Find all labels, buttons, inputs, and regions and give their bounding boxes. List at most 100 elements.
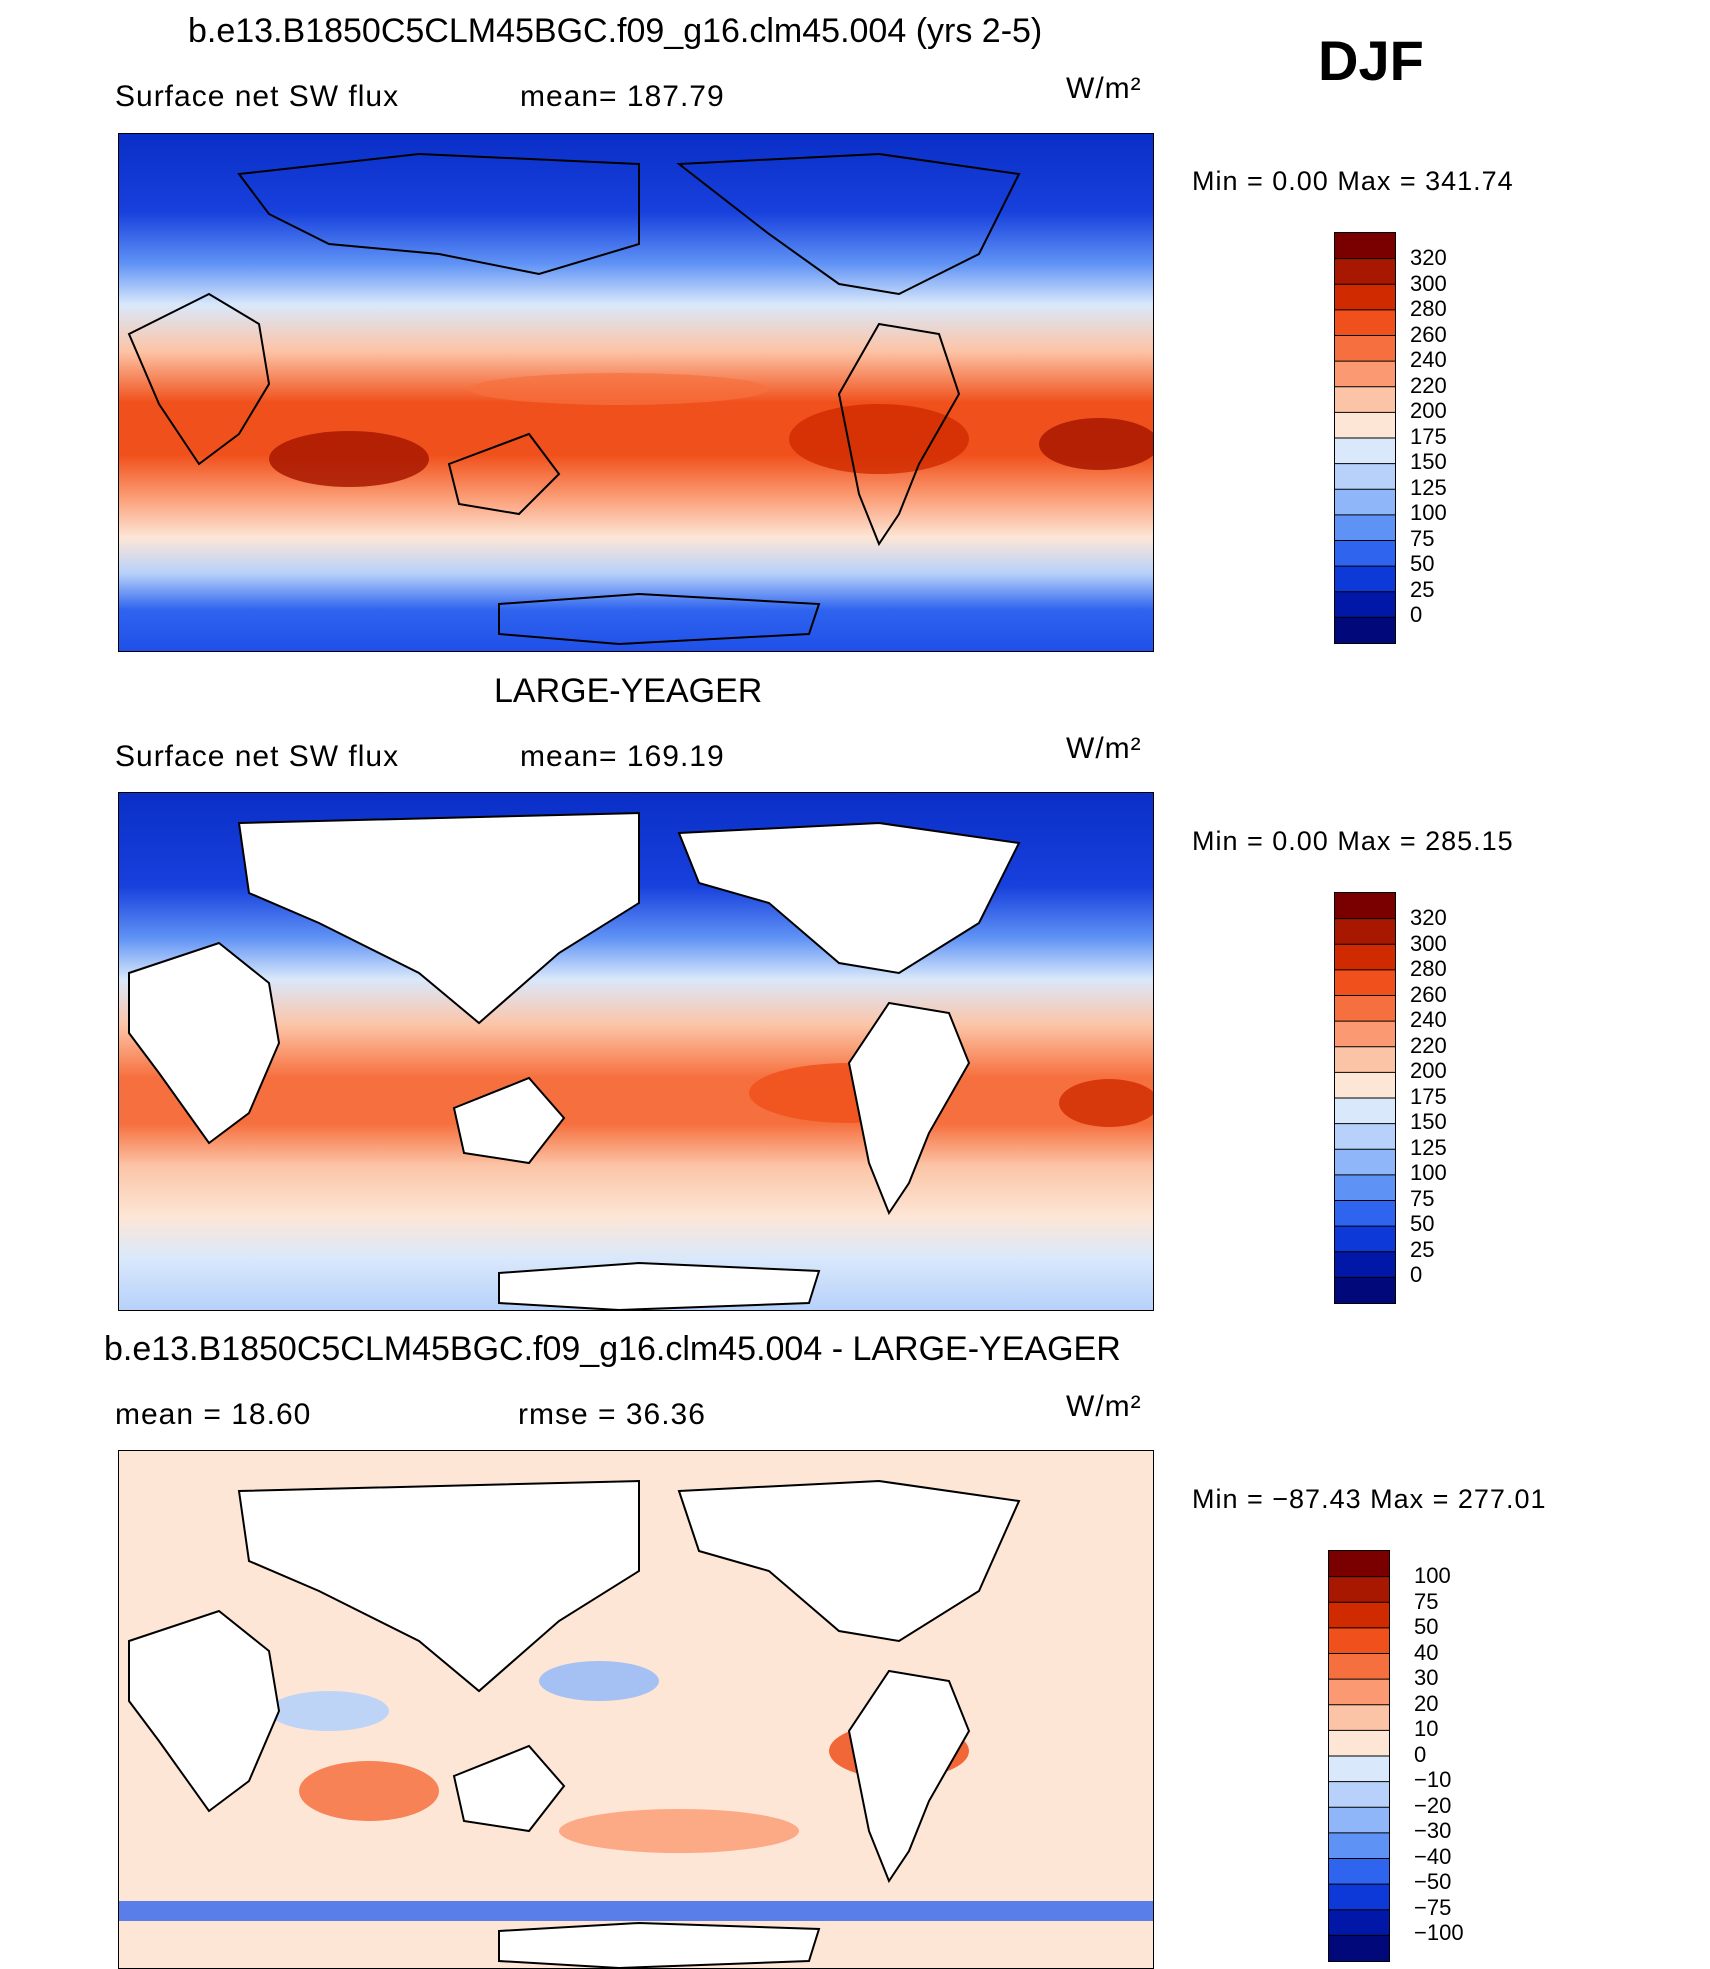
colorbar-swatch bbox=[1335, 258, 1395, 285]
tick: 100 bbox=[1410, 500, 1447, 525]
colorbar-swatch bbox=[1335, 1174, 1395, 1201]
tick: 75 bbox=[1410, 525, 1435, 551]
panel3-minmax: Min = −87.43 Max = 277.01 bbox=[1192, 1484, 1547, 1514]
tick: 220 bbox=[1410, 1032, 1447, 1058]
colorbar-swatch bbox=[1335, 1200, 1395, 1227]
colorbar-swatch bbox=[1335, 386, 1395, 413]
panel1-map bbox=[118, 133, 1154, 652]
panel1-title: b.e13.B1850C5CLM45BGC.f09_g16.clm45.004 … bbox=[188, 12, 1043, 50]
tick: 125 bbox=[1410, 474, 1447, 500]
tick: 20 bbox=[1414, 1690, 1439, 1716]
colorbar-swatch bbox=[1335, 1072, 1395, 1099]
colorbar-swatch bbox=[1329, 1909, 1389, 1936]
tick: 175 bbox=[1410, 1083, 1447, 1109]
colorbar-swatch bbox=[1335, 1277, 1395, 1304]
panel1-mean-label: mean= 187.79 bbox=[520, 80, 725, 113]
season-label: DJF bbox=[1318, 29, 1424, 92]
tick: 125 bbox=[1410, 1134, 1447, 1160]
panel1-units: W/m² bbox=[1066, 72, 1142, 105]
tick: 50 bbox=[1414, 1614, 1439, 1639]
panel2-variable-label: Surface net SW flux bbox=[115, 740, 400, 773]
colorbar-swatch bbox=[1335, 918, 1395, 945]
tick: 280 bbox=[1410, 956, 1447, 981]
colorbar-swatch bbox=[1335, 1251, 1395, 1278]
tick: 200 bbox=[1410, 1058, 1447, 1083]
tick: −100 bbox=[1414, 1920, 1464, 1945]
panel2-title: LARGE-YEAGER bbox=[494, 672, 763, 710]
colorbar-swatch bbox=[1335, 591, 1395, 618]
colorbar-swatch bbox=[1335, 1149, 1395, 1176]
panel2-units: W/m² bbox=[1066, 732, 1142, 765]
tick: −40 bbox=[1414, 1843, 1452, 1869]
colorbar-swatch bbox=[1335, 463, 1395, 490]
tick: 0 bbox=[1410, 602, 1423, 627]
colorbar-swatch bbox=[1329, 1756, 1389, 1783]
tick: 50 bbox=[1410, 1211, 1435, 1236]
colorbar-swatch bbox=[1335, 995, 1395, 1022]
colorbar-swatch bbox=[1335, 309, 1395, 336]
colorbar-swatch bbox=[1329, 1551, 1389, 1578]
panel3-map bbox=[118, 1450, 1154, 1969]
tick: 25 bbox=[1410, 576, 1435, 602]
tick: 40 bbox=[1414, 1639, 1439, 1665]
colorbar-swatch bbox=[1335, 412, 1395, 439]
colorbar-swatch bbox=[1335, 969, 1395, 996]
colorbar-swatch bbox=[1335, 566, 1395, 593]
tick: −20 bbox=[1414, 1792, 1452, 1818]
panel2-map bbox=[118, 792, 1154, 1311]
colorbar-swatch bbox=[1335, 617, 1395, 644]
tick: 100 bbox=[1410, 1160, 1447, 1185]
colorbar-swatch bbox=[1335, 944, 1395, 971]
colorbar-swatch bbox=[1335, 1123, 1395, 1150]
tick: 75 bbox=[1410, 1185, 1435, 1211]
tick: 260 bbox=[1410, 321, 1447, 347]
panel2-minmax: Min = 0.00 Max = 285.15 bbox=[1192, 826, 1514, 856]
panel3-mean-label: mean = 18.60 bbox=[115, 1398, 312, 1431]
colorbar-swatch bbox=[1335, 284, 1395, 311]
tick: 175 bbox=[1410, 423, 1447, 449]
colorbar-swatch bbox=[1329, 1602, 1389, 1629]
tick: −50 bbox=[1414, 1869, 1452, 1894]
tick: 260 bbox=[1410, 981, 1447, 1007]
panel2-mean-label: mean= 169.19 bbox=[520, 740, 725, 773]
colorbar-swatch bbox=[1335, 361, 1395, 388]
colorbar-swatch bbox=[1335, 1046, 1395, 1073]
tick: 10 bbox=[1414, 1716, 1439, 1741]
colorbar-swatch bbox=[1329, 1704, 1389, 1731]
tick: 0 bbox=[1410, 1262, 1423, 1287]
colorbar-swatch bbox=[1329, 1679, 1389, 1706]
tick: −30 bbox=[1414, 1818, 1452, 1843]
colorbar-swatch bbox=[1335, 233, 1395, 260]
colorbar-swatch bbox=[1329, 1653, 1389, 1680]
tick: 150 bbox=[1410, 1109, 1447, 1134]
colorbar-swatch bbox=[1335, 1021, 1395, 1048]
tick: 150 bbox=[1410, 449, 1447, 474]
panel3-rmse-label: rmse = 36.36 bbox=[518, 1398, 706, 1431]
panel2-colorbar bbox=[1334, 892, 1396, 1304]
colorbar-swatch bbox=[1335, 1226, 1395, 1253]
tick: 300 bbox=[1410, 270, 1447, 296]
tick: 320 bbox=[1410, 245, 1447, 270]
tick: 220 bbox=[1410, 372, 1447, 398]
tick: 240 bbox=[1410, 347, 1447, 372]
colorbar-swatch bbox=[1329, 1781, 1389, 1808]
colorbar-swatch bbox=[1335, 1098, 1395, 1125]
colorbar-swatch bbox=[1335, 335, 1395, 362]
colorbar-swatch bbox=[1329, 1627, 1389, 1654]
tick: 50 bbox=[1410, 551, 1435, 576]
tick: 300 bbox=[1410, 930, 1447, 956]
colorbar-swatch bbox=[1335, 438, 1395, 465]
panel3-units: W/m² bbox=[1066, 1390, 1142, 1423]
tick: 240 bbox=[1410, 1007, 1447, 1032]
tick: 0 bbox=[1414, 1741, 1427, 1767]
tick: 100 bbox=[1414, 1563, 1451, 1588]
panel3-title: b.e13.B1850C5CLM45BGC.f09_g16.clm45.004 … bbox=[104, 1330, 1121, 1368]
colorbar-swatch bbox=[1329, 1730, 1389, 1757]
colorbar-swatch bbox=[1329, 1832, 1389, 1859]
tick: −75 bbox=[1414, 1894, 1452, 1920]
colorbar-swatch bbox=[1329, 1935, 1389, 1962]
colorbar-swatch bbox=[1335, 540, 1395, 567]
panel3-colorbar bbox=[1328, 1550, 1390, 1962]
colorbar-swatch bbox=[1329, 1576, 1389, 1603]
tick: 280 bbox=[1410, 296, 1447, 321]
